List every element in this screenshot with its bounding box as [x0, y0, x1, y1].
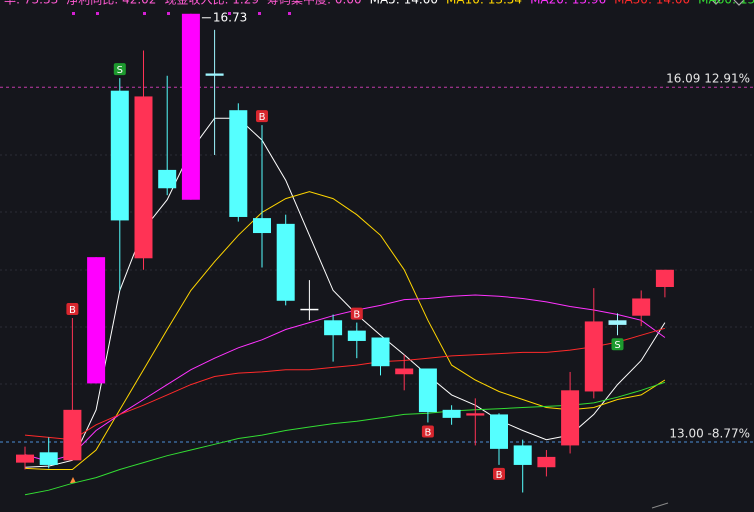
candle-body	[584, 321, 603, 392]
candle-body	[608, 320, 627, 325]
candle-body	[324, 320, 343, 336]
header-item: MA5: 14.00	[370, 0, 438, 7]
candle-body	[158, 169, 177, 189]
max-annotation: 16.73	[213, 10, 247, 24]
candle-body	[395, 368, 414, 375]
signal-box	[421, 425, 434, 438]
signal-label: S	[614, 340, 620, 351]
candle-body	[371, 337, 390, 367]
candle-body	[537, 456, 556, 468]
candle-body	[229, 110, 248, 217]
candle-body	[632, 298, 651, 316]
dot	[72, 12, 75, 15]
dot	[96, 12, 99, 15]
header-item: MA10: 13.54	[446, 0, 522, 7]
signal-label: B	[69, 305, 76, 316]
header-item: MA60: 13.49	[698, 0, 754, 7]
header-item: 净利同比: 42.02	[66, 0, 156, 7]
header-item: 筹码集中度: 0.00	[267, 0, 362, 7]
signal-box	[611, 338, 624, 351]
signal-box	[493, 467, 505, 480]
candle-body	[513, 445, 532, 465]
ma-line	[24, 327, 666, 441]
collapse-icon[interactable]	[711, 0, 721, 5]
header-item: 率: 73.33	[4, 0, 58, 7]
header-item: MA30: 14.00	[614, 0, 690, 7]
signal-label: B	[496, 470, 503, 481]
ma-line	[24, 117, 666, 468]
dot	[143, 12, 146, 15]
header-dots	[72, 12, 291, 15]
candle-body	[655, 269, 674, 287]
signal-box	[66, 302, 79, 315]
header-item: MA20: 13.96	[530, 0, 606, 7]
ma-line	[24, 381, 666, 496]
y-tick-label: 16.09 12.91%	[666, 72, 750, 86]
candle-body	[490, 414, 508, 449]
dot	[288, 12, 291, 15]
signal-box	[113, 63, 126, 76]
candle-body	[300, 308, 319, 311]
candle-body	[205, 73, 224, 76]
dot	[258, 12, 261, 15]
candle-body	[253, 218, 271, 234]
candle-body	[39, 452, 58, 465]
dot	[167, 12, 170, 15]
dropdown-icon[interactable]	[733, 0, 745, 6]
signal-label: S	[117, 65, 123, 76]
y-tick-label: 13.00 -8.77%	[669, 426, 750, 440]
candle-body	[134, 96, 153, 259]
candle-body	[181, 13, 200, 200]
ma-line	[24, 294, 666, 463]
signal-box	[256, 110, 268, 123]
candle-body	[418, 368, 437, 413]
candle-body	[110, 90, 129, 221]
candle-body	[16, 454, 34, 463]
candle-body	[63, 409, 82, 461]
signal-label: B	[353, 310, 360, 321]
signal-box	[350, 307, 363, 320]
candle-body	[276, 223, 295, 301]
header-icons[interactable]	[711, 0, 745, 6]
header-item: 现金收入比: 1.29	[164, 0, 259, 7]
marker-triangle	[70, 477, 76, 483]
signal-label: B	[424, 427, 431, 438]
candle-body	[561, 390, 580, 446]
candle-body	[87, 257, 106, 384]
dot	[228, 12, 231, 15]
candle-body	[442, 409, 461, 418]
signal-label: B	[259, 112, 266, 123]
ma-line	[24, 191, 666, 470]
candle-body	[347, 330, 366, 341]
decor-line	[651, 502, 669, 509]
candle-body	[466, 413, 485, 416]
